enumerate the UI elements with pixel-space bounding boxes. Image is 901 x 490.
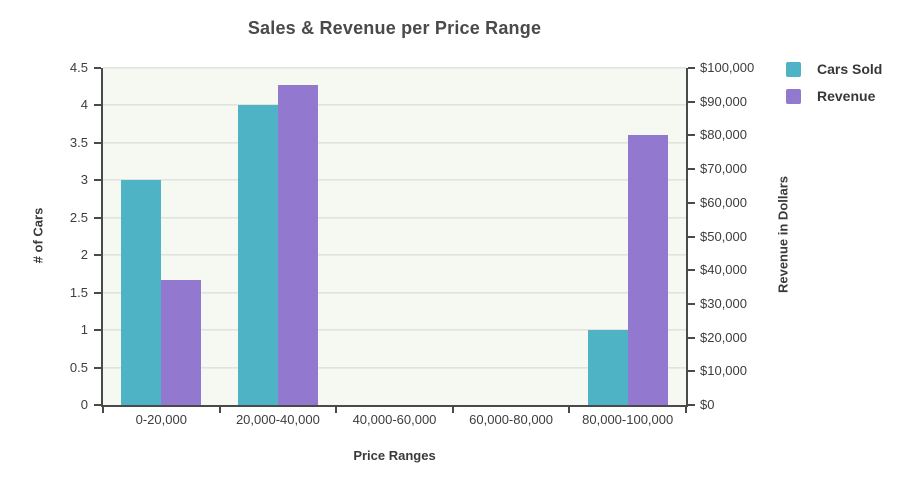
x-axis-tick <box>568 407 571 413</box>
x-axis-category-label: 60,000-80,000 <box>469 412 554 427</box>
gridline <box>103 67 686 69</box>
y-axis-left-tick <box>94 254 101 257</box>
x-axis-tick <box>218 407 221 413</box>
y-axis-right-tick-label: $40,000 <box>700 262 747 278</box>
legend-swatch-revenue <box>786 88 801 104</box>
legend-swatch-cars-sold <box>786 61 801 77</box>
legend-item-revenue: Revenue <box>786 88 882 104</box>
legend-label-revenue: Revenue <box>817 88 876 104</box>
bar-revenue <box>161 280 202 405</box>
y-axis-right-tick-label: $100,000 <box>700 60 755 75</box>
legend-item-cars-sold: Cars Sold <box>786 61 882 77</box>
y-axis-left-tick-label: 0 <box>80 397 88 412</box>
y-axis-right-tick-label: $30,000 <box>700 295 747 311</box>
y-axis-right-tick-label: $10,000 <box>700 363 747 379</box>
x-axis-tick <box>685 407 687 413</box>
y-axis-left-tick-label: 0.5 <box>69 359 88 375</box>
x-axis-category-label: 0-20,000 <box>135 412 187 427</box>
y-axis-right-tick <box>688 201 695 204</box>
legend: Cars Sold Revenue <box>786 61 882 104</box>
gridline <box>103 254 686 257</box>
y-axis-right-tick <box>688 336 695 339</box>
x-axis-tick <box>335 407 338 413</box>
y-axis-left-tick <box>94 141 101 144</box>
y-axis-right-line <box>686 68 688 407</box>
y-axis-left-tick <box>94 291 101 294</box>
y-axis-right-tick-label: $50,000 <box>700 228 747 244</box>
y-axis-left-tick <box>94 216 101 219</box>
chart-title: Sales & Revenue per Price Range <box>247 18 542 38</box>
y-axis-right-tick-label: $80,000 <box>700 127 747 143</box>
gridline <box>103 329 686 332</box>
gridline <box>103 179 686 182</box>
y-axis-left-tick-label: 1.5 <box>69 284 88 300</box>
y-axis-left-tick <box>94 179 101 182</box>
y-axis-right-tick-label: $20,000 <box>700 329 747 345</box>
y-axis-right-tick <box>688 168 695 171</box>
bar-cars-sold <box>237 105 278 405</box>
bar-revenue <box>627 135 668 405</box>
legend-label-cars-sold: Cars Sold <box>817 61 883 77</box>
gridline <box>103 104 686 107</box>
y-axis-right-tick <box>688 134 695 137</box>
y-axis-left-tick-label: 3.5 <box>69 134 88 150</box>
y-axis-right-tick <box>688 269 695 272</box>
y-axis-right-tick <box>688 235 695 238</box>
y-axis-right-tick-label: $70,000 <box>700 161 747 177</box>
y-axis-right-tick <box>688 67 695 69</box>
gridline <box>103 216 686 219</box>
y-axis-right-title: Revenue in Dollars <box>775 175 791 294</box>
x-axis-tick <box>102 407 104 413</box>
bar-cars-sold <box>121 180 162 405</box>
y-axis-left-tick <box>94 366 101 369</box>
y-axis-left-tick-label: 3 <box>80 172 88 188</box>
y-axis-right-tick-label: $90,000 <box>700 93 747 109</box>
gridline <box>103 366 686 369</box>
y-axis-left-tick-label: 2.5 <box>69 209 88 225</box>
y-axis-left-tick-label: 1 <box>80 322 88 338</box>
y-axis-right-tick-label: $0 <box>700 397 715 412</box>
y-axis-left-tick-label: 4 <box>80 97 88 113</box>
y-axis-right-tick-label: $60,000 <box>700 194 747 210</box>
y-axis-left-tick-label: 2 <box>80 247 88 263</box>
y-axis-right-tick <box>688 370 695 373</box>
y-axis-left-tick <box>94 67 101 69</box>
y-axis-right-tick <box>688 404 695 406</box>
y-axis-left-title: # of Cars <box>30 207 46 264</box>
x-axis-category-label: 80,000-100,000 <box>582 412 674 427</box>
bar-cars-sold <box>587 330 628 405</box>
y-axis-left-tick-label: 4.5 <box>69 60 88 75</box>
y-axis-left-tick <box>94 329 101 332</box>
x-axis-title: Price Ranges <box>353 448 436 463</box>
y-axis-left-tick <box>94 404 101 406</box>
x-axis-tick <box>451 407 454 413</box>
y-axis-right-tick <box>688 100 695 103</box>
y-axis-left-tick <box>94 104 101 107</box>
gridline <box>103 291 686 294</box>
bar-revenue <box>277 84 318 405</box>
x-axis-category-label: 40,000-60,000 <box>352 412 437 427</box>
y-axis-left-line <box>101 68 103 407</box>
gridline <box>103 141 686 144</box>
x-axis-line <box>101 405 688 407</box>
y-axis-right-tick <box>688 302 695 305</box>
x-axis-category-label: 20,000-40,000 <box>235 412 320 427</box>
